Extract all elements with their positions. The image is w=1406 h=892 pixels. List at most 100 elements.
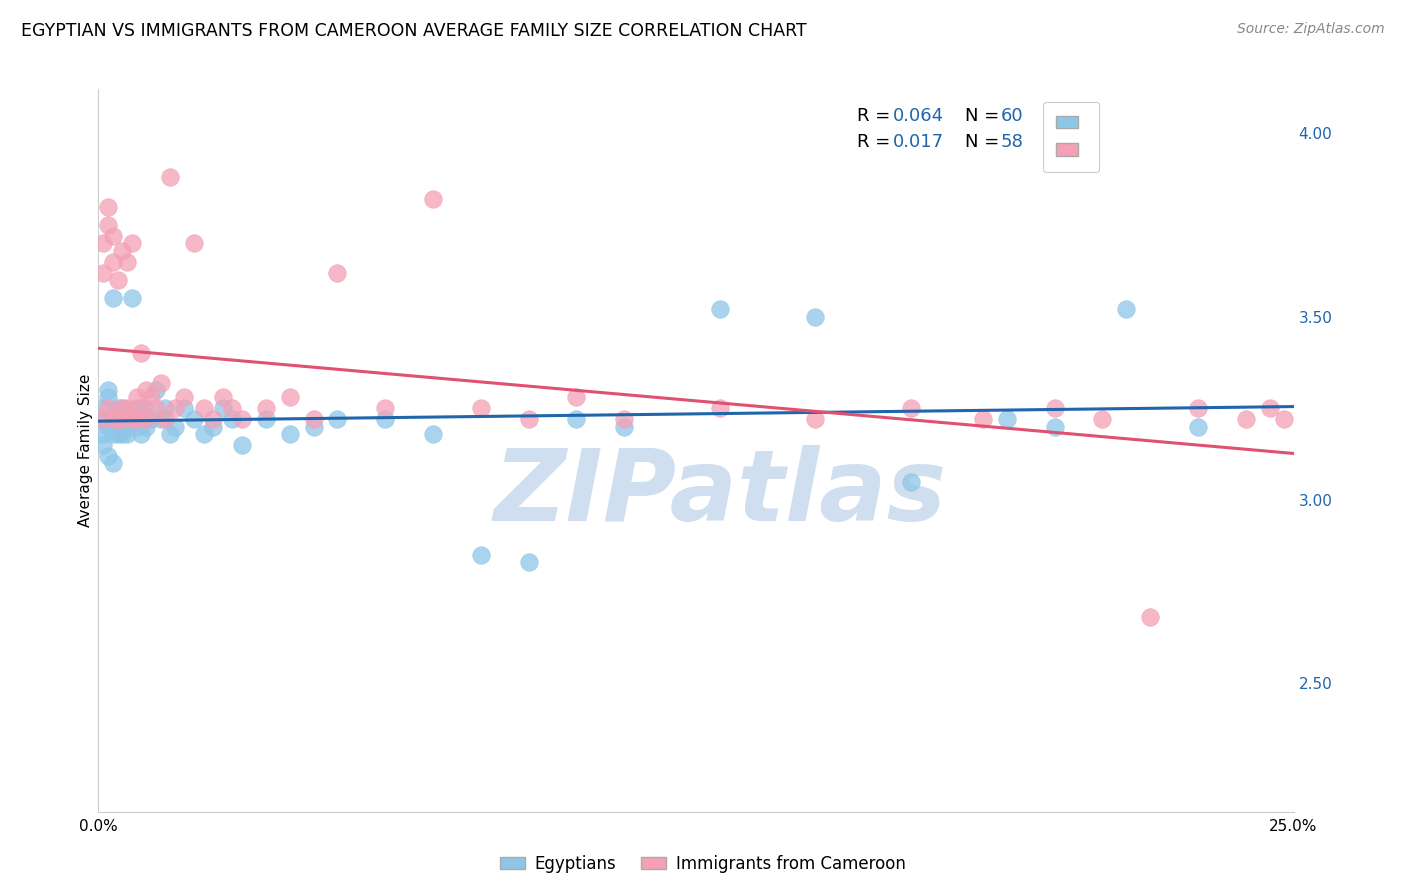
- Point: [131, 412, 153, 426]
- Point: [91, 401, 114, 416]
- Point: [107, 412, 129, 426]
- Point: [135, 412, 157, 426]
- Point: [107, 419, 129, 434]
- Point: [1139, 610, 1161, 624]
- Point: [221, 412, 243, 426]
- Point: [107, 401, 129, 416]
- Text: R =: R =: [858, 107, 896, 125]
- Legend: , : ,: [1043, 102, 1099, 172]
- Point: [91, 412, 114, 426]
- Point: [111, 401, 134, 416]
- Point: [995, 412, 1018, 426]
- Point: [1272, 412, 1295, 426]
- Point: [97, 401, 120, 416]
- Point: [470, 548, 492, 562]
- Point: [155, 401, 177, 416]
- Point: [121, 291, 143, 305]
- Point: [1187, 401, 1209, 416]
- Text: Source: ZipAtlas.com: Source: ZipAtlas.com: [1237, 22, 1385, 37]
- Point: [97, 419, 120, 434]
- Point: [326, 266, 349, 280]
- Point: [139, 412, 162, 426]
- Point: [111, 401, 134, 416]
- Point: [804, 412, 827, 426]
- Point: [374, 412, 396, 426]
- Point: [131, 346, 153, 360]
- Point: [135, 383, 157, 397]
- Point: [613, 412, 636, 426]
- Point: [972, 412, 994, 426]
- Y-axis label: Average Family Size: Average Family Size: [77, 374, 93, 527]
- Point: [193, 401, 215, 416]
- Point: [900, 475, 922, 489]
- Point: [470, 401, 492, 416]
- Point: [107, 273, 129, 287]
- Text: N =: N =: [965, 107, 1005, 125]
- Point: [565, 412, 588, 426]
- Point: [101, 412, 124, 426]
- Point: [1187, 419, 1209, 434]
- Point: [254, 401, 277, 416]
- Point: [422, 426, 444, 441]
- Point: [107, 412, 129, 426]
- Point: [115, 426, 138, 441]
- Point: [101, 291, 124, 305]
- Point: [111, 244, 134, 258]
- Point: [125, 390, 148, 404]
- Point: [173, 390, 195, 404]
- Point: [111, 419, 134, 434]
- Point: [97, 383, 120, 397]
- Point: [159, 170, 181, 185]
- Point: [131, 401, 153, 416]
- Point: [804, 310, 827, 324]
- Point: [101, 228, 124, 243]
- Point: [183, 236, 205, 251]
- Point: [111, 412, 134, 426]
- Text: 58: 58: [1001, 133, 1024, 151]
- Point: [173, 401, 195, 416]
- Point: [422, 192, 444, 206]
- Point: [97, 200, 120, 214]
- Point: [183, 412, 205, 426]
- Point: [131, 426, 153, 441]
- Point: [101, 426, 124, 441]
- Point: [1043, 419, 1066, 434]
- Point: [211, 390, 233, 404]
- Point: [97, 218, 120, 232]
- Point: [121, 236, 143, 251]
- Point: [155, 412, 177, 426]
- Point: [302, 412, 325, 426]
- Text: 0.017: 0.017: [893, 133, 945, 151]
- Point: [91, 266, 114, 280]
- Point: [91, 412, 114, 426]
- Point: [211, 401, 233, 416]
- Point: [97, 390, 120, 404]
- Point: [709, 302, 731, 317]
- Point: [101, 412, 124, 426]
- Point: [326, 412, 349, 426]
- Point: [709, 401, 731, 416]
- Point: [125, 412, 148, 426]
- Legend: Egyptians, Immigrants from Cameroon: Egyptians, Immigrants from Cameroon: [494, 848, 912, 880]
- Point: [139, 390, 162, 404]
- Point: [613, 419, 636, 434]
- Point: [107, 426, 129, 441]
- Point: [121, 412, 143, 426]
- Point: [1115, 302, 1137, 317]
- Point: [145, 401, 167, 416]
- Point: [517, 555, 540, 569]
- Point: [101, 456, 124, 470]
- Point: [115, 419, 138, 434]
- Point: [163, 401, 186, 416]
- Point: [900, 401, 922, 416]
- Point: [159, 426, 181, 441]
- Point: [149, 376, 172, 390]
- Point: [91, 236, 114, 251]
- Text: 60: 60: [1001, 107, 1024, 125]
- Point: [135, 401, 157, 416]
- Point: [202, 412, 225, 426]
- Point: [121, 412, 143, 426]
- Point: [254, 412, 277, 426]
- Text: N =: N =: [965, 133, 1005, 151]
- Point: [145, 383, 167, 397]
